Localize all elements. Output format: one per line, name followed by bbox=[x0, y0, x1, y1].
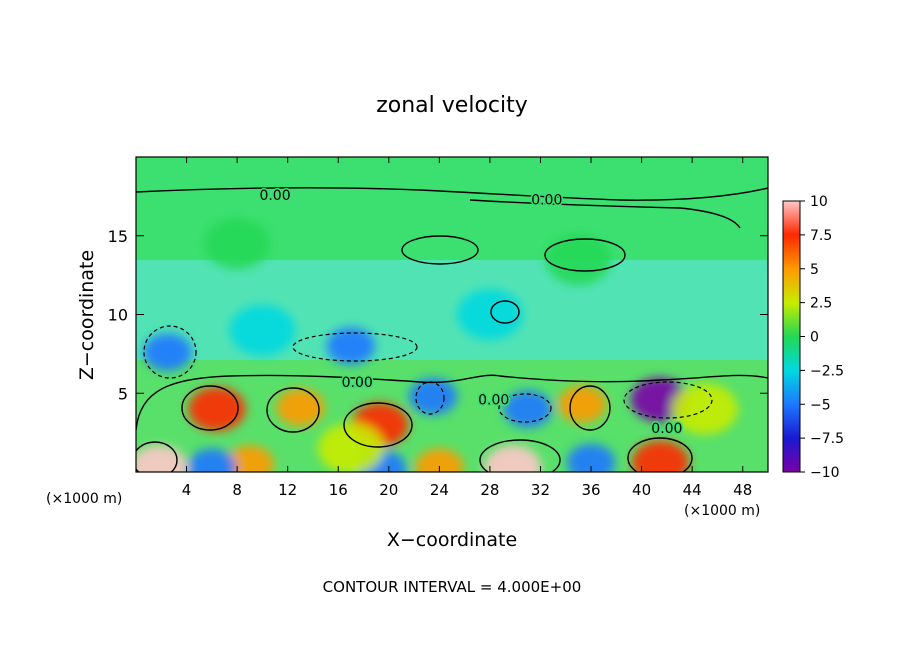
colorbar-gradient bbox=[782, 200, 801, 473]
field-feature-20 bbox=[671, 383, 738, 435]
field-feature-9 bbox=[408, 377, 458, 416]
x-tick-label-7: 32 bbox=[531, 481, 550, 499]
x-unit-left: (×1000 m) bbox=[46, 491, 122, 507]
colorbar-tick-label-6: −5 bbox=[810, 397, 831, 413]
contour-closed-i bbox=[479, 439, 561, 472]
contour-neg-a bbox=[143, 325, 197, 379]
field-feature-19 bbox=[317, 422, 384, 472]
contour-closed-e bbox=[266, 387, 320, 433]
field-middle bbox=[136, 260, 768, 370]
contour-closed-g bbox=[569, 385, 611, 431]
contour-label-4: 0.00 bbox=[651, 421, 682, 437]
field-feature-10 bbox=[326, 327, 376, 365]
y-tick-label-1: 10 bbox=[108, 306, 128, 325]
x-tick-label-2: 12 bbox=[278, 481, 297, 499]
x-tick-label-0: 4 bbox=[182, 481, 192, 499]
contour-closed-f bbox=[343, 402, 413, 448]
contour-neg-c bbox=[498, 393, 552, 423]
x-axis: 4 8 12 16 20 24 28 32 36 40 44 48 bbox=[182, 157, 752, 499]
x-unit-right: (×1000 m) bbox=[684, 503, 760, 519]
colorbar-tick-label-8: −10 bbox=[810, 465, 840, 481]
field-feature-0 bbox=[136, 445, 188, 472]
contour-closed-c bbox=[490, 300, 520, 324]
colorbar-tick-label-3: 2.5 bbox=[810, 296, 832, 312]
contour-zero-upper bbox=[469, 199, 741, 229]
x-tick-label-8: 36 bbox=[581, 481, 600, 499]
contour-neg-b bbox=[292, 332, 418, 362]
field-feature-5 bbox=[557, 385, 607, 423]
field-feature-13 bbox=[415, 448, 464, 472]
colorbar-tick-label-5: −2.5 bbox=[810, 363, 844, 379]
colorbar-tick-label-2: 5 bbox=[810, 262, 819, 278]
contour-lines bbox=[136, 187, 768, 472]
contour-label-3: 0.00 bbox=[478, 393, 509, 409]
field-feature-17 bbox=[229, 304, 296, 356]
colorbar-tick-label-7: −7.5 bbox=[810, 431, 844, 447]
x-tick-label-10: 44 bbox=[683, 481, 702, 499]
x-axis-label: X−coordinate bbox=[387, 529, 517, 551]
x-tick-label-4: 20 bbox=[379, 481, 398, 499]
chart-title: zonal velocity bbox=[376, 93, 528, 118]
contour-labels: 0.00 0.00 0.00 0.00 0.00 bbox=[258, 186, 684, 438]
field-feature-6 bbox=[631, 440, 690, 472]
field-feature-18 bbox=[456, 289, 523, 340]
contour-closed-j bbox=[627, 437, 693, 472]
plot-area: 0.00 0.00 0.00 0.00 0.00 bbox=[136, 157, 768, 472]
field-feature-8 bbox=[503, 390, 553, 428]
contour-zero-top bbox=[136, 187, 768, 201]
colorbar-tick-label-0: 10 bbox=[810, 194, 828, 210]
y-axis-label: Z−coordinate bbox=[76, 250, 98, 380]
contour-closed-a bbox=[401, 235, 479, 265]
footer-contour-interval: CONTOUR INTERVAL = 4.000E+00 bbox=[323, 578, 582, 596]
contour-lines-negative bbox=[143, 325, 713, 423]
colorbar: 10 7.5 5 2.5 0 −2.5 −5 −7.5 −10 bbox=[782, 194, 844, 481]
y-axis: 5 10 15 bbox=[108, 227, 768, 403]
heatmap-field bbox=[136, 157, 768, 472]
field-feature-12 bbox=[225, 445, 274, 472]
contour-closed-b bbox=[544, 238, 626, 272]
contour-label-2: 0.00 bbox=[342, 375, 373, 391]
colorbar-tick-label-4: 0 bbox=[810, 330, 819, 346]
y-tick-label-0: 5 bbox=[118, 384, 128, 403]
contour-neg-e bbox=[415, 381, 445, 415]
field-features bbox=[136, 218, 738, 472]
field-feature-16 bbox=[187, 448, 237, 472]
field-feature-15 bbox=[566, 443, 616, 472]
contour-closed-h bbox=[136, 441, 178, 472]
x-tick-label-9: 40 bbox=[632, 481, 651, 499]
field-feature-11 bbox=[143, 333, 192, 371]
contour-label-0: 0.00 bbox=[259, 188, 290, 204]
x-tick-label-1: 8 bbox=[232, 481, 242, 499]
field-feature-4 bbox=[484, 445, 542, 472]
x-tick-label-6: 28 bbox=[480, 481, 499, 499]
contour-label-1: 0.00 bbox=[531, 193, 562, 209]
x-tick-label-11: 48 bbox=[733, 481, 752, 499]
colorbar-tick-label-1: 7.5 bbox=[810, 228, 832, 244]
x-tick-label-3: 16 bbox=[329, 481, 348, 499]
field-feature-21 bbox=[204, 218, 271, 270]
contour-neg-d bbox=[623, 381, 713, 419]
y-tick-label-2: 15 bbox=[108, 227, 128, 246]
field-feature-1 bbox=[188, 386, 246, 432]
contour-zero-layer bbox=[136, 374, 768, 431]
contour-closed-d bbox=[181, 385, 239, 431]
field-feature-22 bbox=[545, 233, 612, 285]
field-feature-2 bbox=[276, 388, 325, 427]
x-tick-label-5: 24 bbox=[430, 481, 449, 499]
colorbar-ticks: 10 7.5 5 2.5 0 −2.5 −5 −7.5 −10 bbox=[800, 194, 844, 481]
